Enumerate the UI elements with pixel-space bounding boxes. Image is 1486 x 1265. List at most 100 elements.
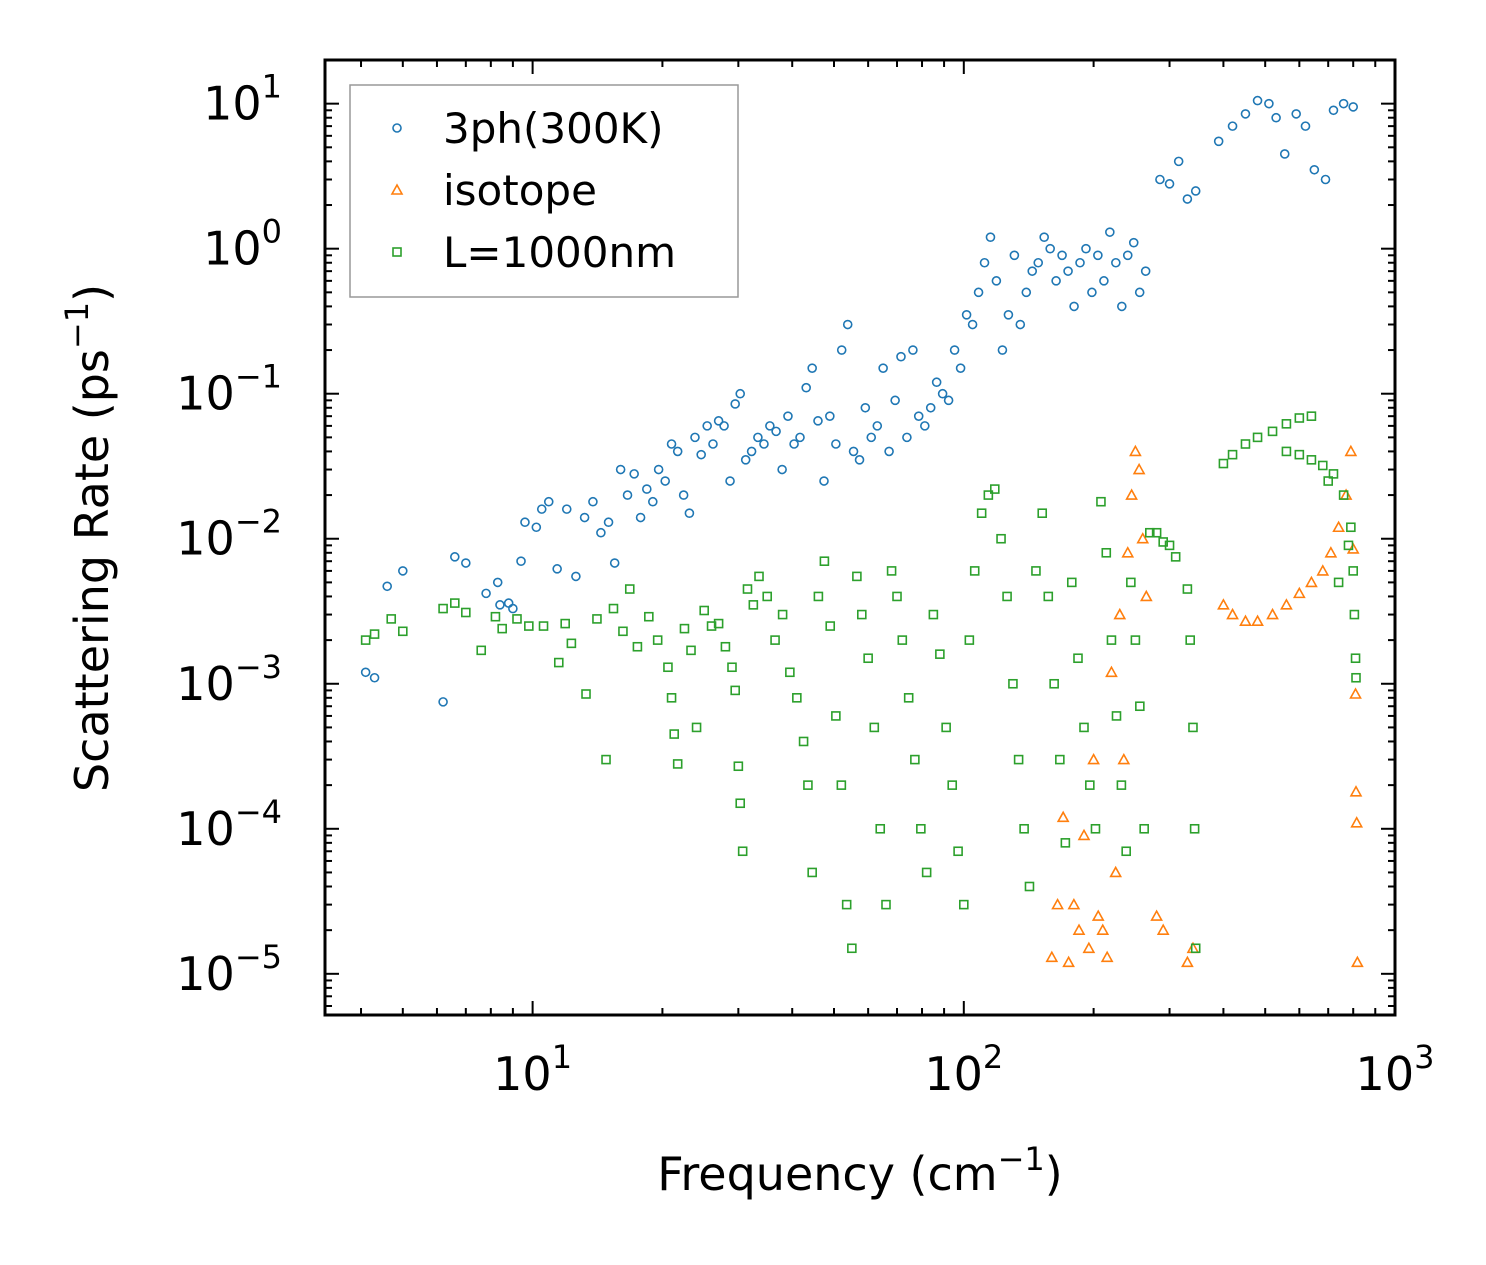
data-point bbox=[836, 345, 847, 355]
data-point bbox=[1067, 897, 1081, 910]
data-point bbox=[969, 566, 980, 576]
data-point bbox=[1213, 136, 1224, 147]
data-point bbox=[754, 571, 764, 582]
data-point bbox=[852, 571, 862, 582]
data-point bbox=[1045, 950, 1059, 963]
data-point bbox=[1075, 257, 1085, 268]
data-point bbox=[702, 421, 712, 431]
data-point bbox=[1049, 678, 1059, 689]
data-point bbox=[997, 345, 1008, 355]
data-point bbox=[438, 603, 448, 614]
data-point bbox=[524, 621, 534, 631]
data-point bbox=[1181, 955, 1194, 968]
data-point bbox=[1227, 449, 1238, 460]
data-point bbox=[1057, 250, 1067, 261]
data-point bbox=[1151, 527, 1162, 538]
legend-entry: isotope bbox=[390, 166, 597, 215]
data-point bbox=[503, 598, 514, 608]
data-point bbox=[1045, 243, 1055, 254]
data-point bbox=[1306, 411, 1317, 421]
data-point bbox=[1096, 923, 1110, 935]
data-point bbox=[875, 823, 886, 834]
data-point bbox=[1109, 865, 1123, 878]
data-point bbox=[1227, 121, 1238, 131]
data-point bbox=[1139, 589, 1153, 602]
data-point bbox=[438, 697, 448, 707]
data-point bbox=[1139, 823, 1149, 834]
data-point bbox=[1346, 542, 1360, 554]
data-point bbox=[881, 899, 891, 910]
x-axis-title: Frequency (cm−1) bbox=[657, 1140, 1062, 1201]
data-point bbox=[831, 439, 841, 449]
series-0 bbox=[360, 95, 1359, 707]
data-point bbox=[461, 558, 471, 568]
data-point bbox=[560, 618, 570, 629]
legend-marker bbox=[392, 123, 402, 133]
data-point bbox=[1100, 950, 1114, 963]
legend-entry: 3ph(300K) bbox=[392, 104, 663, 153]
data-point bbox=[531, 522, 542, 533]
data-point bbox=[884, 446, 894, 457]
data-point bbox=[896, 351, 906, 362]
data-point bbox=[1217, 598, 1230, 610]
data-point bbox=[1063, 266, 1073, 276]
x-tick-label: 102 bbox=[924, 1038, 1003, 1101]
data-point bbox=[1037, 508, 1048, 518]
data-point bbox=[961, 310, 972, 320]
y-tick-label: 100 bbox=[203, 213, 282, 276]
data-point bbox=[1106, 635, 1117, 645]
data-point bbox=[624, 584, 635, 594]
data-point bbox=[360, 667, 371, 678]
legend-entry: L=1000nm bbox=[392, 228, 676, 277]
data-point bbox=[1328, 469, 1339, 479]
data-point bbox=[1111, 711, 1122, 721]
data-point bbox=[771, 426, 781, 437]
data-point bbox=[1332, 520, 1345, 533]
data-point bbox=[903, 693, 914, 703]
series-1 bbox=[1045, 444, 1364, 968]
data-point bbox=[730, 399, 740, 409]
data-point bbox=[1105, 227, 1115, 237]
data-point bbox=[1271, 112, 1281, 123]
data-point bbox=[369, 672, 380, 683]
data-point bbox=[869, 722, 880, 733]
data-point bbox=[360, 635, 371, 645]
data-point bbox=[508, 603, 518, 614]
data-point bbox=[1099, 276, 1109, 286]
data-point bbox=[1267, 426, 1278, 437]
y-tick-label: 10−5 bbox=[176, 938, 282, 1001]
data-point bbox=[1093, 250, 1103, 261]
data-point bbox=[1170, 552, 1181, 562]
data-point bbox=[1240, 109, 1251, 119]
data-point bbox=[660, 476, 671, 486]
data-point bbox=[708, 439, 718, 449]
data-point bbox=[985, 232, 996, 242]
data-point bbox=[512, 614, 522, 624]
data-point bbox=[684, 508, 695, 518]
data-point bbox=[691, 722, 702, 733]
data-point bbox=[1182, 194, 1193, 204]
data-point bbox=[1349, 687, 1362, 699]
data-point bbox=[1013, 754, 1024, 765]
data-point bbox=[886, 566, 897, 576]
data-point bbox=[644, 611, 654, 622]
data-point bbox=[398, 626, 408, 637]
data-point bbox=[1226, 607, 1239, 620]
data-point bbox=[733, 761, 744, 772]
data-point bbox=[1190, 943, 1201, 954]
legend-marker bbox=[390, 183, 404, 195]
data-point bbox=[1188, 722, 1198, 733]
data-point bbox=[1072, 923, 1086, 935]
data-point bbox=[1062, 955, 1075, 968]
data-point bbox=[666, 693, 677, 703]
y-tick-label: 101 bbox=[203, 68, 282, 131]
data-point bbox=[908, 345, 918, 355]
data-point bbox=[538, 621, 549, 631]
data-point bbox=[1039, 232, 1049, 242]
data-point bbox=[713, 618, 724, 629]
data-point bbox=[579, 512, 590, 523]
data-point bbox=[1266, 607, 1279, 620]
data-point bbox=[1136, 532, 1150, 544]
data-point bbox=[1350, 653, 1361, 664]
data-point bbox=[1240, 439, 1251, 449]
